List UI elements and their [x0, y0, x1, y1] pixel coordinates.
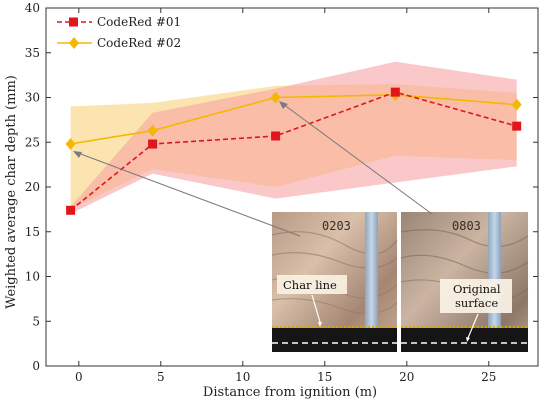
photo-coredred-01: 0203 Char line: [271, 212, 398, 352]
x-tick-label: 5: [157, 370, 165, 384]
x-tick-label: 10: [235, 370, 250, 384]
legend-marker-diamond: [69, 37, 79, 49]
y-axis-title: Weighted average char depth (mm): [4, 75, 19, 309]
y-tick-label: 5: [32, 314, 40, 328]
surface-label: surface: [455, 296, 498, 310]
inset-photos: 0203 Char line 0803 Original surface: [73, 101, 529, 352]
data-point-diamond: [147, 124, 158, 137]
legend: CodeRed #01 CodeRed #02: [57, 15, 181, 50]
y-tick-label: 40: [25, 1, 40, 15]
data-point-square: [148, 139, 158, 149]
x-tick-label: 15: [317, 370, 332, 384]
y-tick-label: 15: [25, 225, 40, 239]
uncertainty-band-1: [70, 61, 517, 214]
x-tick-label: 0: [75, 370, 83, 384]
y-tick-label: 20: [25, 180, 40, 194]
data-point-diamond: [511, 98, 522, 111]
data-point-square: [66, 205, 76, 215]
original-surface-box: [440, 279, 512, 313]
y-tick-label: 25: [25, 135, 40, 149]
photo-coredred-02: 0803 Original surface: [400, 212, 529, 352]
y-tick-label: 35: [25, 46, 40, 60]
x-axis-title: Distance from ignition (m): [203, 385, 377, 400]
legend-marker-square: [69, 17, 78, 27]
y-tick-label: 0: [32, 359, 40, 373]
y-tick-label: 30: [25, 91, 40, 105]
pointer-arrows: [73, 101, 433, 237]
data-point-diamond: [65, 138, 76, 151]
data-point-square: [271, 131, 281, 141]
legend-label-01: CodeRed #01: [97, 15, 181, 29]
photo-id-01: 0203: [322, 219, 351, 233]
original-label: Original: [453, 282, 501, 296]
data-point-square: [512, 121, 522, 131]
char-line-label: Char line: [283, 278, 337, 292]
x-tick-label: 25: [481, 370, 496, 384]
data-point-square: [390, 87, 400, 97]
photo-id-02: 0803: [452, 219, 481, 233]
char-line-box: [277, 275, 347, 294]
x-tick-label: 20: [399, 370, 414, 384]
legend-label-02: CodeRed #02: [97, 36, 181, 50]
data-point-diamond: [270, 91, 281, 104]
y-tick-label: 10: [25, 270, 40, 284]
